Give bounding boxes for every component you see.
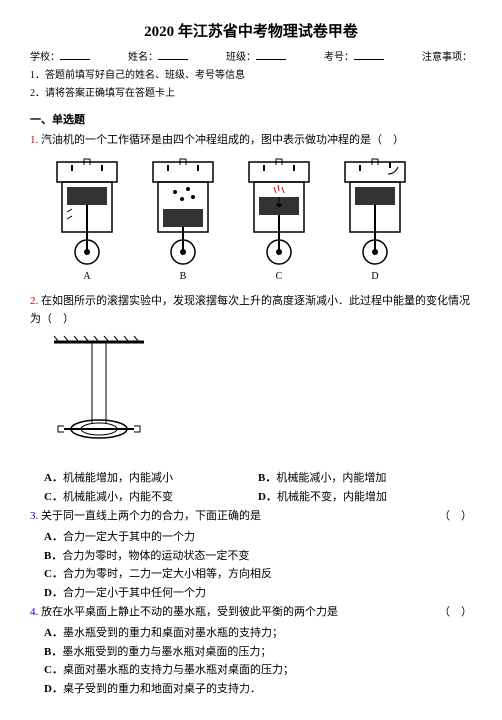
q3-options: A．合力一定大于其中的一个力 B．合力为零时，物体的运动状态一定不变 C．合力为… [44, 529, 472, 602]
q4-opt-b: B．墨水瓶受到的重力与墨水瓶对桌面的压力； [44, 644, 472, 662]
pendulum-figure [44, 334, 154, 464]
instruction-2: 2．请将答案正确填写在答题卡上 [30, 86, 472, 102]
instruction-1: 1．答题前填写好自己的姓名、班级、考号等信息 [30, 68, 472, 84]
name-label: 姓名： [128, 50, 188, 66]
q2-opt-a: A．机械能增加，内能减小 [44, 470, 258, 488]
q4-text: 放在水平桌面上静止不动的墨水瓶，受到彼此平衡的两个力是 [41, 606, 338, 618]
q2-number: 2. [30, 295, 38, 307]
q2-options: A．机械能增加，内能减小 B．机械能减小，内能增加 C．机械能减小，内能不变 D… [44, 470, 472, 507]
question-1: 1. 汽油机的一个工作循环是由四个冲程组成的，图中表示做功冲程的是（ ） [30, 132, 472, 150]
engine-d-label: D [371, 269, 378, 285]
question-4: 4. 放在水平桌面上静止不动的墨水瓶，受到彼此平衡的两个力是 （ ） [30, 604, 472, 622]
school-label: 学校： [30, 50, 90, 66]
q2-opt-d: D．机械能不变，内能增加 [258, 489, 472, 507]
q3-opt-d: D．合力一定小于其中任何一个力 [44, 585, 472, 603]
q3-number: 3. [30, 510, 38, 522]
q4-opt-c: C．桌面对墨水瓶的支持力与墨水瓶对桌面的压力； [44, 662, 472, 680]
engine-a-svg [42, 157, 132, 267]
q3-tail: （ ） [439, 508, 472, 526]
q4-opt-a: A．墨水瓶受到的重力和桌面对墨水瓶的支持力； [44, 625, 472, 643]
q1-number: 1. [30, 134, 38, 146]
question-3: 3. 关于同一直线上两个力的合力，下面正确的是 （ ） [30, 508, 472, 526]
engine-b-svg [138, 157, 228, 267]
examno-label: 考号： [324, 50, 384, 66]
q3-opt-a: A．合力一定大于其中的一个力 [44, 529, 472, 547]
engine-c-label: C [276, 269, 283, 285]
engine-d: D [330, 157, 420, 285]
engine-b: B [138, 157, 228, 285]
engine-figures: A B C [42, 157, 472, 285]
header-row: 学校： 姓名： 班级： 考号： 注意事项： [30, 50, 472, 66]
class-label: 班级： [226, 50, 286, 66]
q3-text: 关于同一直线上两个力的合力，下面正确的是 [41, 510, 261, 522]
q4-number: 4. [30, 606, 38, 618]
section-heading: 一、单选题 [30, 112, 472, 130]
q1-text: 汽油机的一个工作循环是由四个冲程组成的，图中表示做功冲程的是（ ） [41, 134, 404, 146]
engine-a: A [42, 157, 132, 285]
engine-a-label: A [83, 269, 90, 285]
engine-d-svg [330, 157, 420, 267]
q4-options: A．墨水瓶受到的重力和桌面对墨水瓶的支持力； B．墨水瓶受到的重力与墨水瓶对桌面… [44, 625, 472, 698]
q4-tail: （ ） [439, 604, 472, 622]
q2-opt-c: C．机械能减小，内能不变 [44, 489, 258, 507]
q3-opt-b: B．合力为零时，物体的运动状态一定不变 [44, 548, 472, 566]
q2-opt-b: B．机械能减小，内能增加 [258, 470, 472, 488]
engine-c-svg [234, 157, 324, 267]
notice-label: 注意事项： [422, 50, 472, 66]
engine-b-label: B [180, 269, 187, 285]
q4-opt-d: D．桌子受到的重力和地面对桌子的支持力． [44, 681, 472, 699]
q2-text: 在如图所示的滚摆实验中，发现滚摆每次上升的高度逐渐减小．此过程中能量的变化情况为… [30, 295, 470, 325]
engine-c: C [234, 157, 324, 285]
question-2: 2. 在如图所示的滚摆实验中，发现滚摆每次上升的高度逐渐减小．此过程中能量的变化… [30, 293, 472, 328]
q3-opt-c: C．合力为零时，二力一定大小相等，方向相反 [44, 566, 472, 584]
page-title: 2020 年江苏省中考物理试卷甲卷 [30, 20, 472, 44]
